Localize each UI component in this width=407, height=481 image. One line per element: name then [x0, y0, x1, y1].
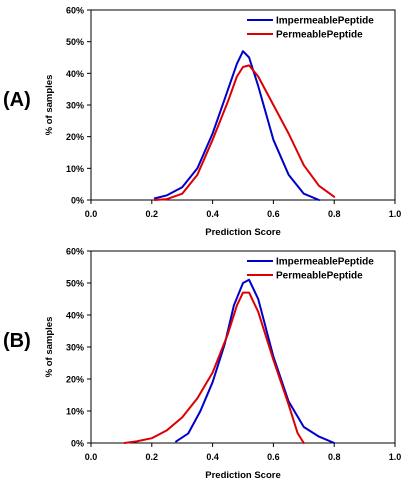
y-tick-label: 60%	[66, 247, 84, 257]
series-line-permeable	[153, 64, 336, 201]
y-axis-label: % of samples	[44, 317, 55, 378]
legend-entry-label: ImpermeablePeptide	[276, 16, 374, 27]
x-tick-label: 0.8	[328, 209, 341, 219]
y-tick-label: 20%	[66, 375, 84, 385]
series-line-permeable	[123, 291, 305, 444]
y-tick-label: 50%	[66, 37, 84, 47]
x-tick-label: 1.0	[389, 452, 402, 462]
y-tick-label: 30%	[66, 101, 84, 111]
series-line-impermeable	[153, 50, 320, 201]
y-tick-label: 10%	[66, 164, 84, 174]
x-tick-label: 0.2	[146, 452, 159, 462]
x-tick-label: 0.0	[85, 452, 98, 462]
legend-entry-label: PermeablePeptide	[276, 30, 363, 41]
x-tick-label: 0.4	[206, 452, 219, 462]
y-tick-label: 30%	[66, 343, 84, 353]
y-tick-label: 0%	[71, 439, 84, 449]
legend-entry-label: PermeablePeptide	[276, 271, 363, 282]
y-tick-label: 50%	[66, 279, 84, 289]
y-tick-label: 60%	[66, 6, 84, 16]
y-tick-label: 40%	[66, 311, 84, 321]
x-tick-label: 0.2	[146, 209, 159, 219]
y-tick-label: 10%	[66, 407, 84, 417]
legend-entry-label: ImpermeablePeptide	[276, 257, 374, 268]
y-tick-label: 40%	[66, 69, 84, 79]
y-axis-label: % of samples	[44, 75, 55, 136]
x-axis-label: Prediction Score	[205, 470, 281, 481]
y-tick-label: 0%	[71, 196, 84, 206]
x-tick-label: 0.6	[267, 209, 280, 219]
series-line-impermeable	[175, 278, 336, 444]
y-tick-label: 20%	[66, 132, 84, 142]
x-tick-label: 1.0	[389, 209, 402, 219]
panel-label: (B)	[3, 330, 31, 352]
x-tick-label: 0.8	[328, 452, 341, 462]
x-tick-label: 0.6	[267, 452, 280, 462]
x-tick-label: 0.0	[85, 209, 98, 219]
panel-label: (A)	[3, 89, 31, 111]
x-axis-label: Prediction Score	[205, 227, 281, 238]
chart-panel-b: 0% 10% 20% 30% 40% 50% 60% 0.0 0.2 0.4 0.6 0.8 1.0 Pr…	[3, 247, 401, 481]
x-tick-label: 0.4	[206, 209, 219, 219]
chart-panel-a: 0% 10% 20% 30% 40% 50% 60% 0.0 0.2 0.4 0.6 0.8 1.0 Pr…	[3, 6, 401, 239]
